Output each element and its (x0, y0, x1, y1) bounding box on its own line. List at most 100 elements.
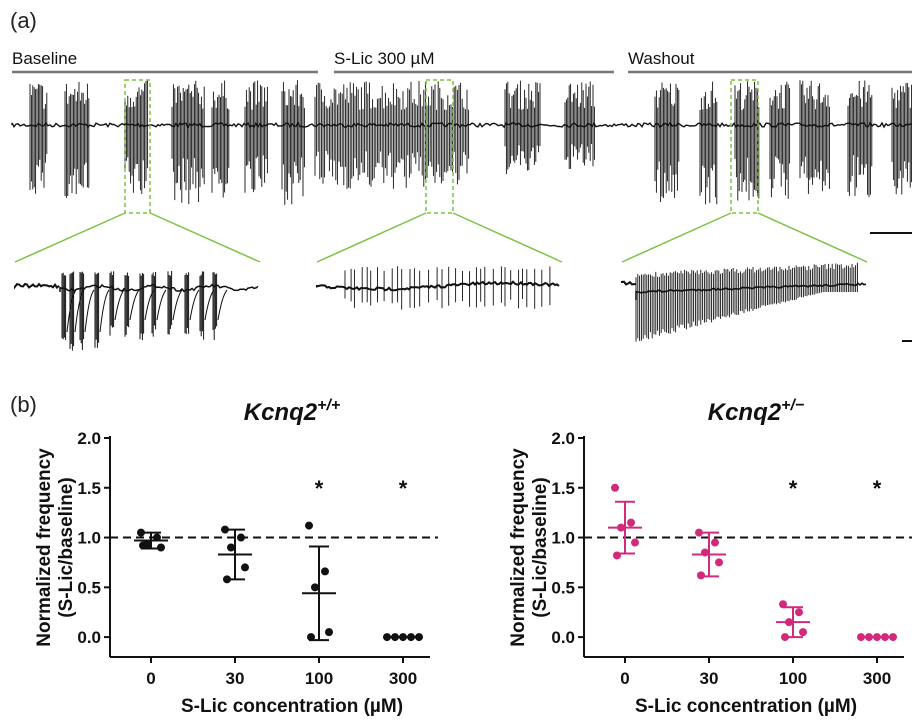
zoom-washout-envelope (635, 282, 867, 300)
data-point (139, 541, 147, 550)
y-tick-label: 1.0 (77, 529, 101, 548)
data-point (889, 633, 897, 642)
data-point (611, 483, 619, 492)
trace-burst (734, 81, 760, 201)
chart-title-superscript: +/− (781, 397, 804, 414)
data-point (779, 600, 787, 609)
y-tick-label: 1.5 (77, 479, 101, 498)
y-axis-label-line2: (S-Lic/baseline) (56, 477, 77, 617)
y-axis-label-line2: (S-Lic/baseline) (530, 477, 551, 617)
zoom-connector (14, 212, 126, 263)
trace-burst (891, 82, 912, 195)
x-axis-label: S-Lic concentration (µM) (181, 696, 403, 717)
trace-burst (504, 80, 541, 174)
y-tick-label: 1.0 (551, 529, 575, 548)
y-tick-label: 2.0 (77, 429, 101, 448)
trace-burst (281, 80, 305, 205)
data-point (781, 633, 789, 642)
chart-kcnq2-het: Kcnq2+/− 0.0 0.5 1.0 1.5 2.0 0 30 100 300 S-Lic co… (508, 397, 912, 717)
zoom-baseline-spikes (61, 271, 228, 351)
trace-burst (654, 82, 680, 202)
significance-marker: * (315, 476, 324, 501)
zoom-connector (452, 212, 563, 263)
data-point (311, 583, 319, 592)
condition-washout: Washout (628, 49, 912, 74)
data-point (715, 558, 723, 567)
data-point (153, 533, 161, 542)
y-tick-label: 2.0 (551, 429, 575, 448)
data-point (223, 575, 231, 584)
data-point (857, 633, 865, 642)
trace-burst (564, 81, 595, 169)
significance-marker: * (399, 476, 408, 501)
eeg-trace-zoom-washout (621, 262, 867, 342)
data-point (383, 633, 391, 642)
chart-kcnq2-wt: Kcnq2+/+ 0.0 0.5 1.0 1.5 2.0 0 30 100 300 S-Lic co… (34, 397, 438, 717)
data-point (227, 543, 235, 552)
condition-label-washout: Washout (628, 49, 695, 68)
trace-burst (699, 81, 718, 205)
data-point (697, 571, 705, 580)
data-point (795, 608, 803, 617)
chart-title: Kcnq2+/+ (244, 397, 341, 426)
trace-burst (847, 80, 873, 197)
x-axis-label: S-Lic concentration (µM) (635, 696, 857, 717)
x-tick-label: 300 (389, 669, 417, 688)
zoom-washout-spikes (635, 262, 858, 342)
data-point (785, 618, 793, 627)
zoom-slic-spikes (344, 266, 551, 310)
zoom-connector (621, 212, 732, 263)
zoom-baseline-segment (14, 282, 60, 290)
data-point (711, 538, 719, 547)
data-point (865, 633, 873, 642)
data-point (221, 525, 229, 534)
significance-marker: * (789, 476, 798, 501)
x-tick-label: 0 (146, 669, 155, 688)
eeg-trace-main (11, 80, 912, 205)
zoom-box-baseline (124, 79, 151, 214)
x-tick-label: 100 (305, 669, 333, 688)
data-point (613, 551, 621, 560)
data-point (617, 523, 625, 532)
y-tick-label: 0.0 (551, 628, 575, 647)
trace-burst (799, 80, 830, 194)
data-point (241, 563, 249, 572)
x-tick-label: 0 (620, 669, 629, 688)
trace-burst (171, 80, 205, 205)
data-point (399, 633, 407, 642)
data-point (137, 528, 145, 537)
condition-label-slic: S-Lic 300 µM (334, 49, 435, 68)
data-point (873, 633, 881, 642)
trace-burst (314, 80, 470, 189)
data-point (325, 628, 333, 637)
y-tick-label: 0.5 (551, 578, 575, 597)
condition-baseline: Baseline (12, 49, 318, 74)
zoom-box-washout (730, 79, 759, 214)
trace-burst (769, 81, 791, 199)
panel-a-letter: (a) (10, 8, 37, 33)
trace-burst (124, 80, 148, 194)
data-point (157, 543, 165, 552)
data-point (305, 521, 313, 530)
trace-burst (29, 83, 48, 194)
eeg-trace-zoom-slic (316, 266, 560, 310)
zoom-washout-lead (621, 280, 636, 286)
data-point (237, 533, 245, 542)
eeg-trace-zoom-baseline (14, 271, 259, 351)
chart-title: Kcnq2+/− (708, 397, 805, 426)
trace-burst (211, 80, 230, 198)
x-tick-label: 100 (779, 669, 807, 688)
condition-label-baseline: Baseline (12, 49, 77, 68)
x-tick-label: 30 (700, 669, 719, 688)
chart-title-superscript: +/+ (317, 397, 340, 414)
data-point (799, 628, 807, 637)
zoom-box-slic (425, 79, 454, 214)
data-point (391, 633, 399, 642)
trace-burst (244, 80, 268, 193)
y-axis-label-line1: Normalized frequency (508, 448, 529, 647)
data-point (631, 538, 639, 547)
zoom-baseline-envelope (59, 283, 259, 293)
data-point (627, 518, 635, 527)
trace-burst (64, 81, 90, 198)
